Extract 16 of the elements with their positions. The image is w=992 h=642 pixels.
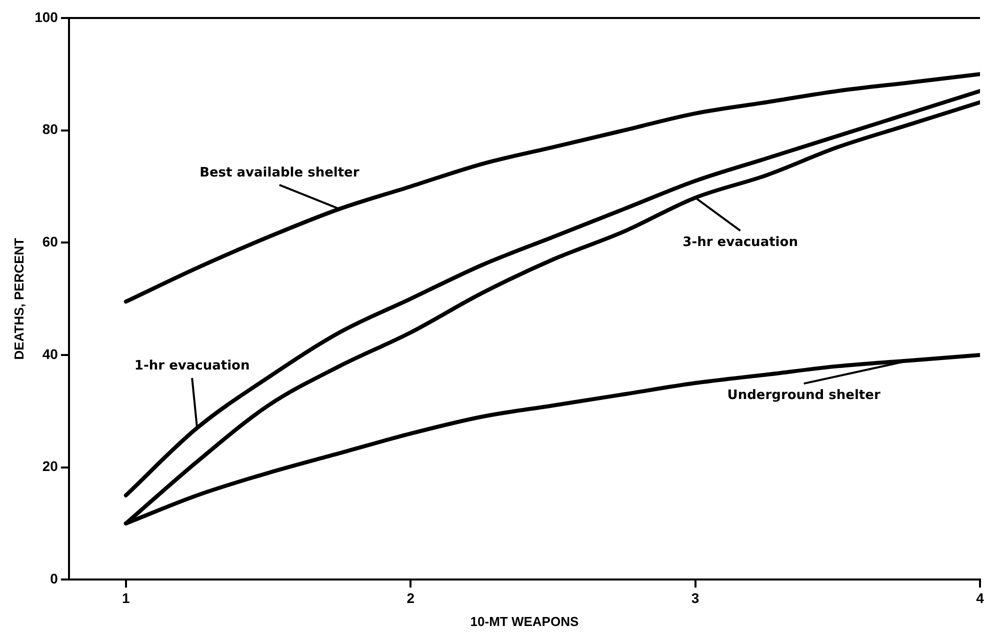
series-label: Underground shelter <box>727 388 881 403</box>
y-axis-title: DEATHS, PERCENT <box>11 238 26 360</box>
series-label: 1-hr evacuation <box>134 358 250 374</box>
x-axis-title: 10-MT WEAPONS <box>470 614 579 629</box>
y-tick-label: 40 <box>42 346 58 362</box>
y-tick-label: 0 <box>50 570 58 586</box>
text: 3-hr evacuation <box>682 235 798 250</box>
x-tick-label: 1 <box>122 590 130 606</box>
y-tick-label: 100 <box>34 8 58 25</box>
y-tick-label: 60 <box>42 234 58 250</box>
y-tick-label: 80 <box>42 121 58 138</box>
x-tick-label: 3 <box>691 590 700 606</box>
x-tick-label: 2 <box>406 590 415 606</box>
x-tick-label: 4 <box>976 590 984 606</box>
series-label: Best available shelter <box>200 165 360 180</box>
y-tick-label: 20 <box>42 458 58 474</box>
